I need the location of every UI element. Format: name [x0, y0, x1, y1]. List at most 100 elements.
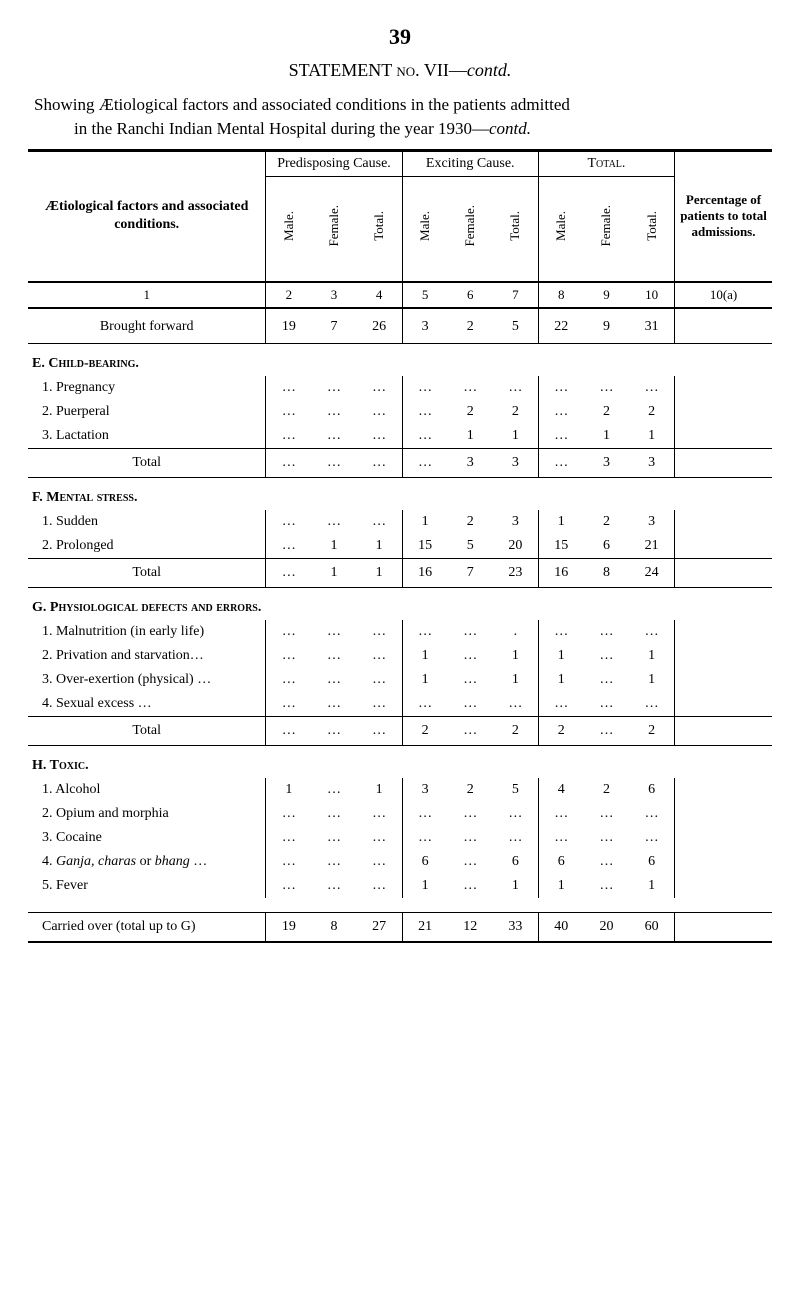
cell: … — [266, 448, 311, 477]
cell: 19 — [266, 912, 311, 942]
cell: … — [357, 826, 402, 850]
cell — [675, 716, 772, 745]
cell: 20 — [493, 534, 538, 559]
cell — [675, 778, 772, 802]
colnum: 4 — [357, 282, 402, 308]
cell: … — [584, 716, 629, 745]
rot-label: Total. — [642, 211, 662, 241]
cell: … — [538, 424, 583, 449]
cell: … — [584, 668, 629, 692]
cell: 7 — [448, 558, 493, 587]
col-tot-male: Male. — [538, 176, 583, 282]
row-f-total: Total …11 16723 16824 — [28, 558, 772, 587]
cell: 1 — [629, 424, 674, 449]
row-h1: 1. Alcohol 1…1 325 426 — [28, 778, 772, 802]
cell: 2 — [448, 308, 493, 344]
cell: … — [266, 376, 311, 400]
col-tot-total: Total. — [629, 176, 674, 282]
cell: 31 — [629, 308, 674, 344]
cell — [675, 692, 772, 717]
cell: 1 — [311, 534, 356, 559]
cell: … — [448, 668, 493, 692]
row-label: Total — [28, 558, 266, 587]
rot-label: Female. — [460, 205, 480, 247]
col-exc-male: Male. — [402, 176, 447, 282]
section-g-head: G. Physiological defects and errors. — [28, 587, 772, 620]
row-e1: 1. Pregnancy ……… ……… ……… — [28, 376, 772, 400]
cell: … — [266, 802, 311, 826]
colnum: 1 — [28, 282, 266, 308]
row-e2: 2. Puerperal ……… …22 …22 — [28, 400, 772, 424]
cell: 6 — [538, 850, 583, 874]
cell: … — [538, 448, 583, 477]
row-label: 4. Sexual excess … — [28, 692, 266, 717]
row-label: 2. Opium and morphia — [28, 802, 266, 826]
cell: 8 — [311, 912, 356, 942]
cell: 16 — [538, 558, 583, 587]
row-label: 3. Cocaine — [28, 826, 266, 850]
cell: 2 — [493, 400, 538, 424]
cell: … — [266, 510, 311, 534]
statement-title: STATEMENT no. VII—contd. — [28, 60, 772, 81]
cell: … — [311, 802, 356, 826]
cell — [675, 400, 772, 424]
row-g-total: Total ……… 2…2 2…2 — [28, 716, 772, 745]
cell: … — [266, 620, 311, 644]
row-label: 1. Alcohol — [28, 778, 266, 802]
cell — [675, 510, 772, 534]
cell: … — [448, 644, 493, 668]
cell: 1 — [357, 778, 402, 802]
cell: 3 — [402, 778, 447, 802]
colnum: 7 — [493, 282, 538, 308]
cell: … — [266, 400, 311, 424]
label-plain: … — [190, 854, 208, 869]
cell: 3 — [402, 308, 447, 344]
section-e-head: E. Child-bearing. — [28, 343, 772, 376]
cell: 26 — [357, 308, 402, 344]
cell: … — [266, 558, 311, 587]
cell: 2 — [448, 400, 493, 424]
row-brought-forward: Brought forward 19 7 26 3 2 5 22 9 31 — [28, 308, 772, 344]
cell — [675, 874, 772, 898]
cell: … — [629, 802, 674, 826]
cell: 3 — [584, 448, 629, 477]
section-label: H. Toxic. — [28, 745, 772, 778]
rot-label: Male. — [279, 211, 299, 241]
row-label: 1. Malnutrition (in early life) — [28, 620, 266, 644]
cell: 3 — [448, 448, 493, 477]
cell: 5 — [493, 778, 538, 802]
row-label: 2. Prolonged — [28, 534, 266, 559]
cell: 1 — [584, 424, 629, 449]
cell: 6 — [629, 850, 674, 874]
cell: … — [311, 400, 356, 424]
cell: … — [311, 668, 356, 692]
title-prefix: STATEMENT — [289, 60, 397, 80]
cell: 2 — [584, 400, 629, 424]
cell: … — [402, 400, 447, 424]
cell: … — [311, 692, 356, 717]
row-label: 2. Privation and starvation… — [28, 644, 266, 668]
cell: … — [402, 448, 447, 477]
cell: 16 — [402, 558, 447, 587]
row-label: 4. Ganja, charas or bhang … — [28, 850, 266, 874]
cell — [675, 308, 772, 344]
cell: 1 — [357, 534, 402, 559]
cell: 2 — [448, 510, 493, 534]
cell: … — [357, 424, 402, 449]
cell: … — [311, 716, 356, 745]
stub-header: Ætiological factors and associated condi… — [28, 152, 266, 282]
cell: … — [357, 874, 402, 898]
cell: … — [584, 826, 629, 850]
cell: … — [311, 448, 356, 477]
cell: 1 — [493, 424, 538, 449]
cell: 1 — [538, 874, 583, 898]
cell: 23 — [493, 558, 538, 587]
column-index-row: 1 2 3 4 5 6 7 8 9 10 10(a) — [28, 282, 772, 308]
cell: 2 — [402, 716, 447, 745]
rot-label: Male. — [415, 211, 435, 241]
cell: 15 — [538, 534, 583, 559]
cell: … — [266, 850, 311, 874]
row-g3: 3. Over-exertion (physical) … ……… 1…1 1…… — [28, 668, 772, 692]
cell: 2 — [629, 400, 674, 424]
cell: … — [357, 802, 402, 826]
